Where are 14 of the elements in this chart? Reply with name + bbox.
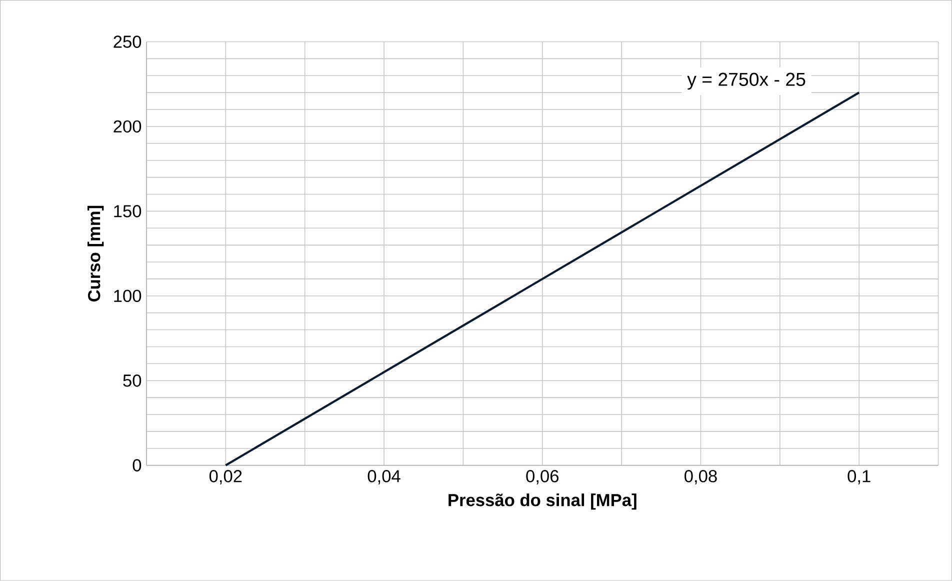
y-tick-label: 50 xyxy=(123,374,142,387)
y-tick-label: 250 xyxy=(114,36,142,48)
y-tick-label: 100 xyxy=(114,290,142,302)
x-tick-label: 0,02 xyxy=(209,470,242,484)
y-axis-title: Curso [mm] xyxy=(88,206,104,302)
y-tick-label: 150 xyxy=(114,205,142,218)
annotation: y = 2750x - 25 xyxy=(687,72,806,90)
x-tick-label: 0,08 xyxy=(684,470,717,484)
x-tick-label: 0,1 xyxy=(848,470,870,484)
x-tick-label: 0,04 xyxy=(368,470,400,484)
x-axis-title: Pressão do sinal [MPa] xyxy=(448,494,636,510)
y-tick-label: 200 xyxy=(114,120,142,133)
y-tick-label: 0 xyxy=(132,459,142,472)
x-tick-label: 0,06 xyxy=(526,470,558,484)
